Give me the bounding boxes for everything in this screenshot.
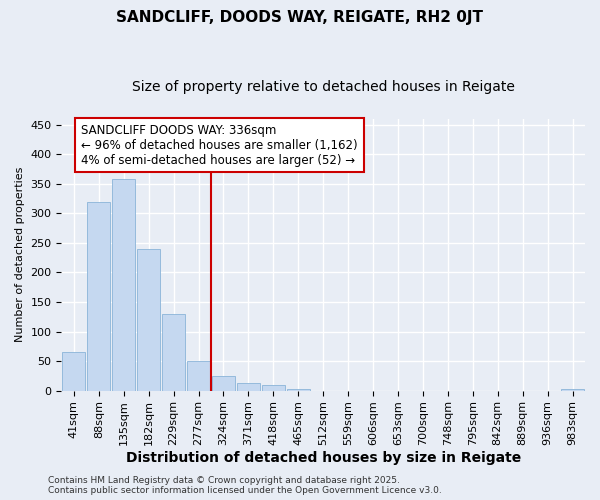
Y-axis label: Number of detached properties: Number of detached properties (15, 167, 25, 342)
Bar (162, 314, 185, 390)
Bar (262, 386, 285, 390)
Bar (112, 179, 135, 390)
Bar (212, 376, 235, 390)
Text: Contains HM Land Registry data © Crown copyright and database right 2025.
Contai: Contains HM Land Registry data © Crown c… (48, 476, 442, 495)
Text: SANDCLIFF DOODS WAY: 336sqm
← 96% of detached houses are smaller (1,162)
4% of s: SANDCLIFF DOODS WAY: 336sqm ← 96% of det… (82, 124, 358, 166)
Text: SANDCLIFF, DOODS WAY, REIGATE, RH2 0JT: SANDCLIFF, DOODS WAY, REIGATE, RH2 0JT (116, 10, 484, 25)
Bar (287, 389, 310, 390)
Bar (237, 383, 260, 390)
Bar (187, 361, 210, 390)
Bar (88, 202, 110, 390)
Title: Size of property relative to detached houses in Reigate: Size of property relative to detached ho… (132, 80, 515, 94)
Bar (62, 352, 85, 391)
Bar (137, 249, 160, 390)
X-axis label: Distribution of detached houses by size in Reigate: Distribution of detached houses by size … (125, 451, 521, 465)
